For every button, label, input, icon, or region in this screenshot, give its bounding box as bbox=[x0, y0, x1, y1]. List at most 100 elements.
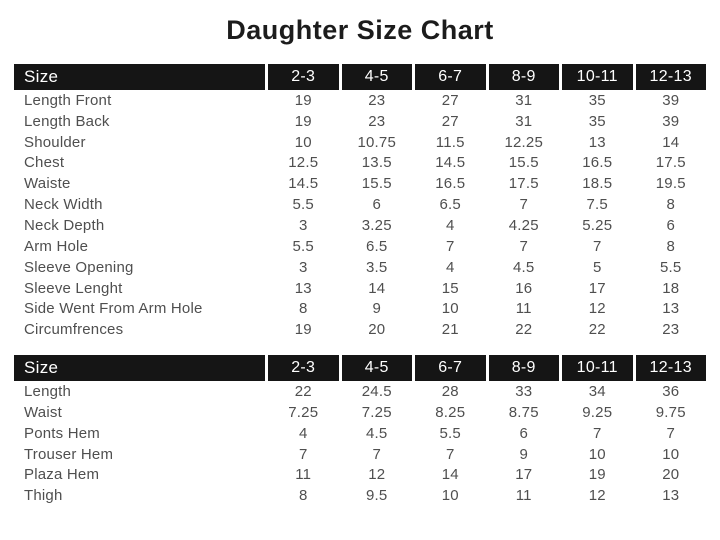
value-cell: 5.5 bbox=[439, 424, 461, 442]
value-cell: 19 bbox=[294, 91, 312, 109]
value-cell: 39 bbox=[662, 112, 680, 130]
value-cell: 7 bbox=[445, 237, 455, 255]
value-cell: 23 bbox=[368, 112, 386, 130]
row-label: Waiste bbox=[24, 175, 71, 193]
size-column-header: 8-9 bbox=[488, 355, 559, 382]
value-cell: 7.5 bbox=[586, 196, 608, 214]
value-cell: 31 bbox=[515, 91, 533, 109]
value-cell: 5.5 bbox=[292, 237, 314, 255]
value-cell: 5 bbox=[592, 258, 602, 276]
value-cell: 11.5 bbox=[435, 133, 465, 151]
value-cell: 6 bbox=[666, 216, 676, 234]
value-cell: 16.5 bbox=[582, 154, 613, 172]
value-cell: 8 bbox=[666, 196, 676, 214]
value-cell: 16.5 bbox=[435, 175, 466, 193]
value-cell: 20 bbox=[368, 321, 386, 339]
value-cell: 9 bbox=[519, 445, 529, 463]
row-label: Shoulder bbox=[24, 133, 86, 151]
value-cell: 19.5 bbox=[655, 175, 686, 193]
value-cell: 36 bbox=[662, 383, 680, 401]
value-cell: 7.25 bbox=[288, 403, 319, 421]
value-cell: 17 bbox=[515, 466, 533, 484]
value-cell: 3 bbox=[298, 216, 308, 234]
size-column-header: 6-7 bbox=[415, 64, 486, 90]
value-cell: 19 bbox=[294, 321, 312, 339]
row-label: Side Went From Arm Hole bbox=[24, 300, 203, 318]
value-cell: 5.25 bbox=[582, 216, 613, 234]
value-cell: 12.25 bbox=[504, 133, 544, 151]
value-cell: 4.5 bbox=[513, 258, 535, 276]
value-cell: 15.5 bbox=[361, 175, 392, 193]
row-label: Plaza Hem bbox=[24, 466, 100, 484]
table-row: Shoulder 10 10.75 11.5 12.25 13 14 bbox=[14, 132, 706, 153]
value-cell: 23 bbox=[368, 91, 386, 109]
value-cell: 27 bbox=[441, 112, 459, 130]
value-cell: 11 bbox=[515, 487, 532, 505]
value-cell: 10 bbox=[294, 133, 312, 151]
value-cell: 10 bbox=[662, 445, 680, 463]
value-cell: 28 bbox=[441, 383, 459, 401]
value-cell: 6 bbox=[519, 424, 529, 442]
size-chart-sheet: Daughter Size Chart Size 2-3 4-5 6-7 8-9 10-1… bbox=[0, 12, 720, 540]
value-cell: 14 bbox=[441, 466, 459, 484]
value-cell: 14 bbox=[662, 133, 680, 151]
row-label: Ponts Hem bbox=[24, 424, 100, 442]
value-cell: 39 bbox=[662, 91, 680, 109]
value-cell: 33 bbox=[515, 383, 533, 401]
row-label: Chest bbox=[24, 154, 65, 172]
table-row: Plaza Hem 11 12 14 17 19 20 bbox=[14, 465, 706, 486]
value-cell: 13 bbox=[588, 133, 606, 151]
table-row: Neck Depth 3 3.25 4 4.25 5.25 6 bbox=[14, 215, 706, 236]
value-cell: 3 bbox=[298, 258, 308, 276]
value-cell: 4 bbox=[445, 216, 455, 234]
value-cell: 9.75 bbox=[655, 403, 686, 421]
table-row: Neck Width 5.5 6 6.5 7 7.5 8 bbox=[14, 194, 706, 215]
value-cell: 7 bbox=[445, 445, 455, 463]
value-cell: 12.5 bbox=[288, 154, 319, 172]
row-label: Length Back bbox=[24, 112, 110, 130]
value-cell: 22 bbox=[515, 321, 533, 339]
value-cell: 4 bbox=[298, 424, 308, 442]
size-column-header: 12-13 bbox=[635, 355, 706, 382]
value-cell: 22 bbox=[588, 321, 606, 339]
size-column-header: 2-3 bbox=[268, 64, 339, 90]
value-cell: 13 bbox=[662, 487, 680, 505]
table-row: Length 22 24.5 28 33 34 36 bbox=[14, 381, 706, 402]
value-cell: 7 bbox=[592, 424, 602, 442]
value-cell: 18 bbox=[662, 279, 680, 297]
value-cell: 5.5 bbox=[660, 258, 682, 276]
value-cell: 10 bbox=[588, 445, 606, 463]
row-label: Thigh bbox=[24, 487, 63, 505]
value-cell: 8 bbox=[298, 487, 308, 505]
value-cell: 6 bbox=[372, 196, 382, 214]
row-label: Circumfrences bbox=[24, 321, 124, 339]
table-row: Waiste 14.5 15.5 16.5 17.5 18.5 19.5 bbox=[14, 173, 706, 194]
table-row: Ponts Hem 4 4.5 5.5 6 7 7 bbox=[14, 423, 706, 444]
pants-size-table: Size 2-3 4-5 6-7 8-9 10-11 12-13 Length 22 24.5 28… bbox=[14, 355, 706, 506]
value-cell: 9.5 bbox=[366, 487, 388, 505]
value-cell: 7 bbox=[666, 424, 676, 442]
row-label: Neck Depth bbox=[24, 216, 105, 234]
value-cell: 3.25 bbox=[361, 216, 392, 234]
value-cell: 8.75 bbox=[508, 403, 539, 421]
value-cell: 22 bbox=[294, 383, 312, 401]
value-cell: 10 bbox=[441, 487, 459, 505]
value-cell: 5.5 bbox=[292, 196, 314, 214]
size-column-header: 10-11 bbox=[562, 64, 633, 90]
value-cell: 15 bbox=[441, 279, 459, 297]
row-label: Length Front bbox=[24, 91, 112, 109]
size-header-label: Size bbox=[14, 64, 265, 90]
value-cell: 23 bbox=[662, 321, 680, 339]
value-cell: 7 bbox=[519, 237, 529, 255]
value-cell: 7 bbox=[519, 196, 529, 214]
value-cell: 27 bbox=[441, 91, 459, 109]
bottom-size-table-header-row: Size 2-3 4-5 6-7 8-9 10-11 12-13 bbox=[14, 355, 706, 382]
value-cell: 17.5 bbox=[655, 154, 686, 172]
value-cell: 13 bbox=[294, 279, 312, 297]
value-cell: 11 bbox=[515, 300, 532, 318]
value-cell: 14.5 bbox=[435, 154, 466, 172]
value-cell: 18.5 bbox=[582, 175, 613, 193]
row-label: Waist bbox=[24, 403, 62, 421]
table-row: Length Front 19 23 27 31 35 39 bbox=[14, 90, 706, 111]
value-cell: 12 bbox=[368, 466, 386, 484]
